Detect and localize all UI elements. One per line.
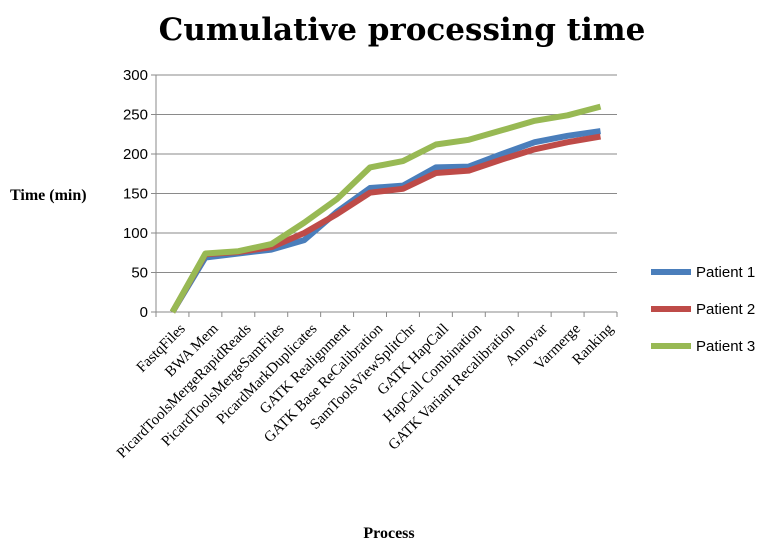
grid-layer — [156, 74, 617, 273]
y-tick-label: 300 — [123, 67, 148, 84]
chart-title: Cumulative processing time — [159, 12, 646, 48]
legend-label: Patient 1 — [696, 264, 755, 281]
axis-layer — [151, 74, 618, 317]
y-tick-label: 150 — [123, 186, 148, 203]
y-tick-label: 0 — [140, 304, 148, 321]
y-tick-label: 200 — [123, 146, 148, 163]
y-tick-label: 50 — [131, 265, 148, 282]
y-tick-labels: 0 50 100 150 200 250 300 — [123, 67, 148, 321]
y-tick-label: 250 — [123, 107, 148, 124]
legend-label: Patient 2 — [696, 301, 755, 318]
series-line-patient-3 — [169, 103, 602, 314]
series-layer — [169, 103, 602, 314]
y-axis-title: Time (min) — [10, 187, 87, 204]
series-line-patient-1 — [169, 128, 601, 314]
y-tick-label: 100 — [123, 225, 148, 242]
x-tick-label: PicardToolsMergeRapidReads — [114, 321, 255, 462]
x-axis-title: Process — [363, 525, 414, 540]
legend: Patient 1 Patient 2 Patient 3 — [651, 264, 755, 355]
legend-label: Patient 3 — [696, 338, 755, 355]
